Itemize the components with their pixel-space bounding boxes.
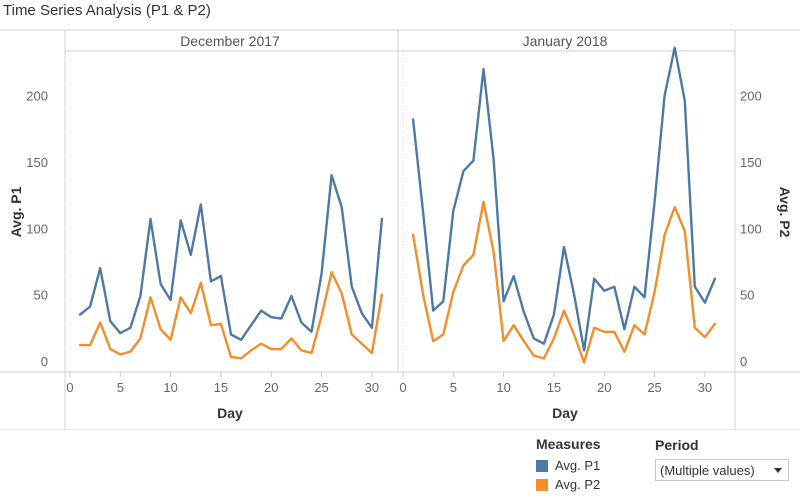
series-layer xyxy=(78,46,717,364)
period-dropdown-value: (Multiple values) xyxy=(660,462,755,478)
series-line-avg-p2-panel-1 xyxy=(411,200,717,364)
x-tick-label-1-30: 30 xyxy=(698,380,712,395)
x-tick-label-1-0: 0 xyxy=(399,380,406,395)
y-tick-right-200: 200 xyxy=(740,89,762,104)
x-tick-label-1-5: 5 xyxy=(450,380,457,395)
series-line-avg-p1-panel-1 xyxy=(411,46,717,352)
x-tick-label-0-30: 30 xyxy=(365,380,379,395)
x-tick-label-1-10: 10 xyxy=(496,380,510,395)
legend-swatch-p1 xyxy=(536,459,548,472)
legend-label-p2: Avg. P2 xyxy=(555,477,601,492)
panel-header-jan-2018: January 2018 xyxy=(523,33,608,49)
period-filter: Period (Multiple values) xyxy=(655,437,789,481)
y-tick-left-100: 100 xyxy=(26,221,48,236)
y-tick-left-0: 0 xyxy=(41,354,48,369)
period-dropdown[interactable]: (Multiple values) xyxy=(655,459,789,481)
x-tick-label-0-25: 25 xyxy=(314,380,328,395)
series-line-avg-p2-panel-0 xyxy=(78,270,384,360)
legend-label-p1: Avg. P1 xyxy=(555,458,601,473)
x-axis-title-jan: Day xyxy=(552,405,578,421)
x-tick-label-1-25: 25 xyxy=(647,380,661,395)
y-axis-ticks-left: 0 50 100 150 200 xyxy=(26,89,48,369)
y-tick-left-200: 200 xyxy=(26,89,48,104)
period-filter-title: Period xyxy=(655,437,699,453)
chart-canvas: December 2017 January 2018 Avg. P1 Avg. … xyxy=(0,29,800,430)
chevron-down-icon[interactable] xyxy=(774,467,782,473)
x-tick-label-0-10: 10 xyxy=(163,380,177,395)
x-tick-label-0-5: 5 xyxy=(117,380,124,395)
y-tick-right-0: 0 xyxy=(740,354,747,369)
chart-title: Time Series Analysis (P1 & P2) xyxy=(3,2,211,19)
y-axis-title-left: Avg. P1 xyxy=(8,186,24,237)
y-axis-title-right: Avg. P2 xyxy=(777,187,793,238)
legend-title: Measures xyxy=(536,436,601,452)
x-tick-label-1-15: 15 xyxy=(547,380,561,395)
x-tick-label-0-0: 0 xyxy=(66,380,73,395)
y-axis-ticks-right: 0 50 100 150 200 xyxy=(740,89,762,369)
legend-item-p1[interactable]: Avg. P1 xyxy=(536,456,601,475)
y-tick-right-100: 100 xyxy=(740,221,762,236)
y-tick-right-50: 50 xyxy=(740,288,754,303)
x-tick-label-1-20: 20 xyxy=(597,380,611,395)
x-axis-ticks: 0 5 10 15 20 25 30 0 5 10 15 20 25 30 xyxy=(66,372,712,395)
legend-item-p2[interactable]: Avg. P2 xyxy=(536,475,601,494)
legend: Measures Avg. P1 Avg. P2 xyxy=(536,436,601,494)
series-line-avg-p1-panel-0 xyxy=(78,173,384,341)
y-tick-left-150: 150 xyxy=(26,155,48,170)
y-tick-left-50: 50 xyxy=(34,288,48,303)
x-tick-label-0-15: 15 xyxy=(214,380,228,395)
x-tick-label-0-20: 20 xyxy=(264,380,278,395)
legend-swatch-p2 xyxy=(536,478,548,491)
panel-header-dec-2017: December 2017 xyxy=(180,33,280,49)
x-axis-title-dec: Day xyxy=(217,405,243,421)
y-tick-right-150: 150 xyxy=(740,155,762,170)
